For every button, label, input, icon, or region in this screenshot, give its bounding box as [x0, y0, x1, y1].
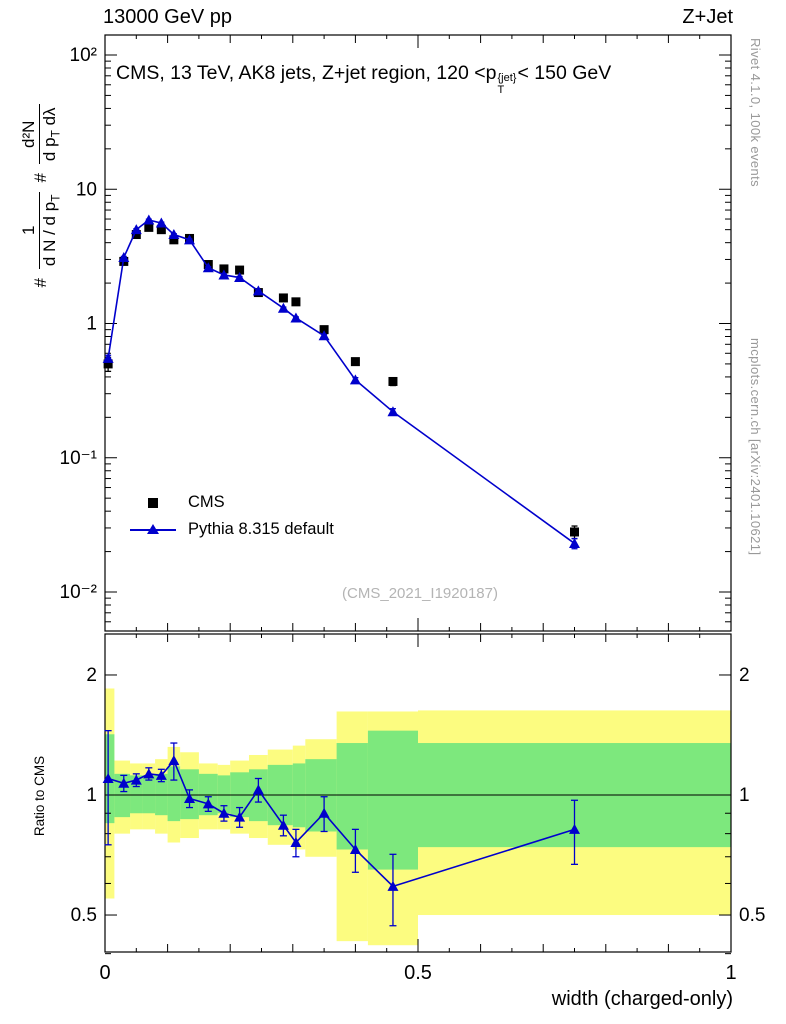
legend-label-pythia: Pythia 8.315 default [188, 520, 334, 538]
plot-title-suffix: < 150 GeV [517, 62, 612, 84]
pt-jet-sup: {jet} [497, 72, 517, 84]
analysis-id-watermark: (CMS_2021_I1920187) [342, 585, 498, 602]
legend-item-cms: CMS [130, 489, 334, 516]
pt-jet-sub: T [497, 83, 505, 96]
ylabel-fraction-1: 1 d N / d pT [19, 191, 63, 270]
mcplots-attribution-label: mcplots.cern.ch [arXiv:2401.10621] [748, 338, 763, 556]
process-label: Z+Jet [682, 6, 733, 28]
svg-text:10⁻²: 10⁻² [60, 582, 98, 603]
ylabel-frac2-numerator: d²N [19, 120, 39, 148]
svg-text:1: 1 [86, 314, 97, 335]
ylabel-fraction-2: d²N d pT dλ [19, 104, 63, 165]
legend: CMS Pythia 8.315 default [130, 489, 334, 543]
svg-text:10: 10 [76, 179, 97, 200]
beam-energy-label: 13000 GeV pp [103, 6, 232, 28]
ylabel-hash-1: # [31, 278, 50, 288]
svg-text:0.5: 0.5 [71, 905, 97, 926]
svg-text:10⁻¹: 10⁻¹ [60, 448, 98, 469]
pythia-triangle-line-marker-icon [130, 522, 176, 538]
axis-tick-labels: 10² 10 1 10⁻¹ 10⁻² 2 2 1 1 0.5 0.5 0 0.5 1 [60, 45, 766, 984]
ratio-series [102, 730, 580, 927]
svg-text:0.5: 0.5 [739, 905, 765, 926]
main-y-axis-label: # 1 d N / d pT # d²N d pT dλ [12, 36, 70, 356]
ylabel-frac1-numerator: 1 [19, 225, 39, 236]
main-series [102, 214, 580, 550]
legend-label-cms: CMS [188, 493, 225, 511]
ratio-y-axis-label: Ratio to CMS [32, 755, 47, 837]
x-axis-label: width (charged-only) [551, 988, 733, 1010]
ylabel-frac2-denominator: d pT dλ [38, 104, 63, 165]
axis-ticks [104, 35, 732, 955]
cms-square-marker-icon [130, 495, 176, 511]
svg-text:1: 1 [86, 785, 97, 806]
svg-text:0: 0 [99, 962, 110, 984]
rivet-version-label: Rivet 4.1.0, 100k events [748, 38, 763, 188]
svg-text:10²: 10² [70, 45, 97, 66]
svg-text:1: 1 [725, 962, 736, 984]
ylabel-hash-2: # [31, 173, 50, 183]
legend-item-pythia: Pythia 8.315 default [130, 516, 334, 543]
svg-text:0.5: 0.5 [404, 962, 432, 984]
plot-title-prefix: CMS, 13 TeV, AK8 jets, Z+jet region, 120… [116, 62, 497, 84]
plot-title: CMS, 13 TeV, AK8 jets, Z+jet region, 120… [116, 62, 611, 96]
svg-text:1: 1 [739, 785, 750, 806]
svg-text:2: 2 [739, 665, 750, 686]
pt-jet-supsub: {jet} T [497, 72, 517, 96]
ylabel-frac1-denominator: d N / d pT [38, 191, 63, 270]
svg-text:2: 2 [86, 665, 97, 686]
